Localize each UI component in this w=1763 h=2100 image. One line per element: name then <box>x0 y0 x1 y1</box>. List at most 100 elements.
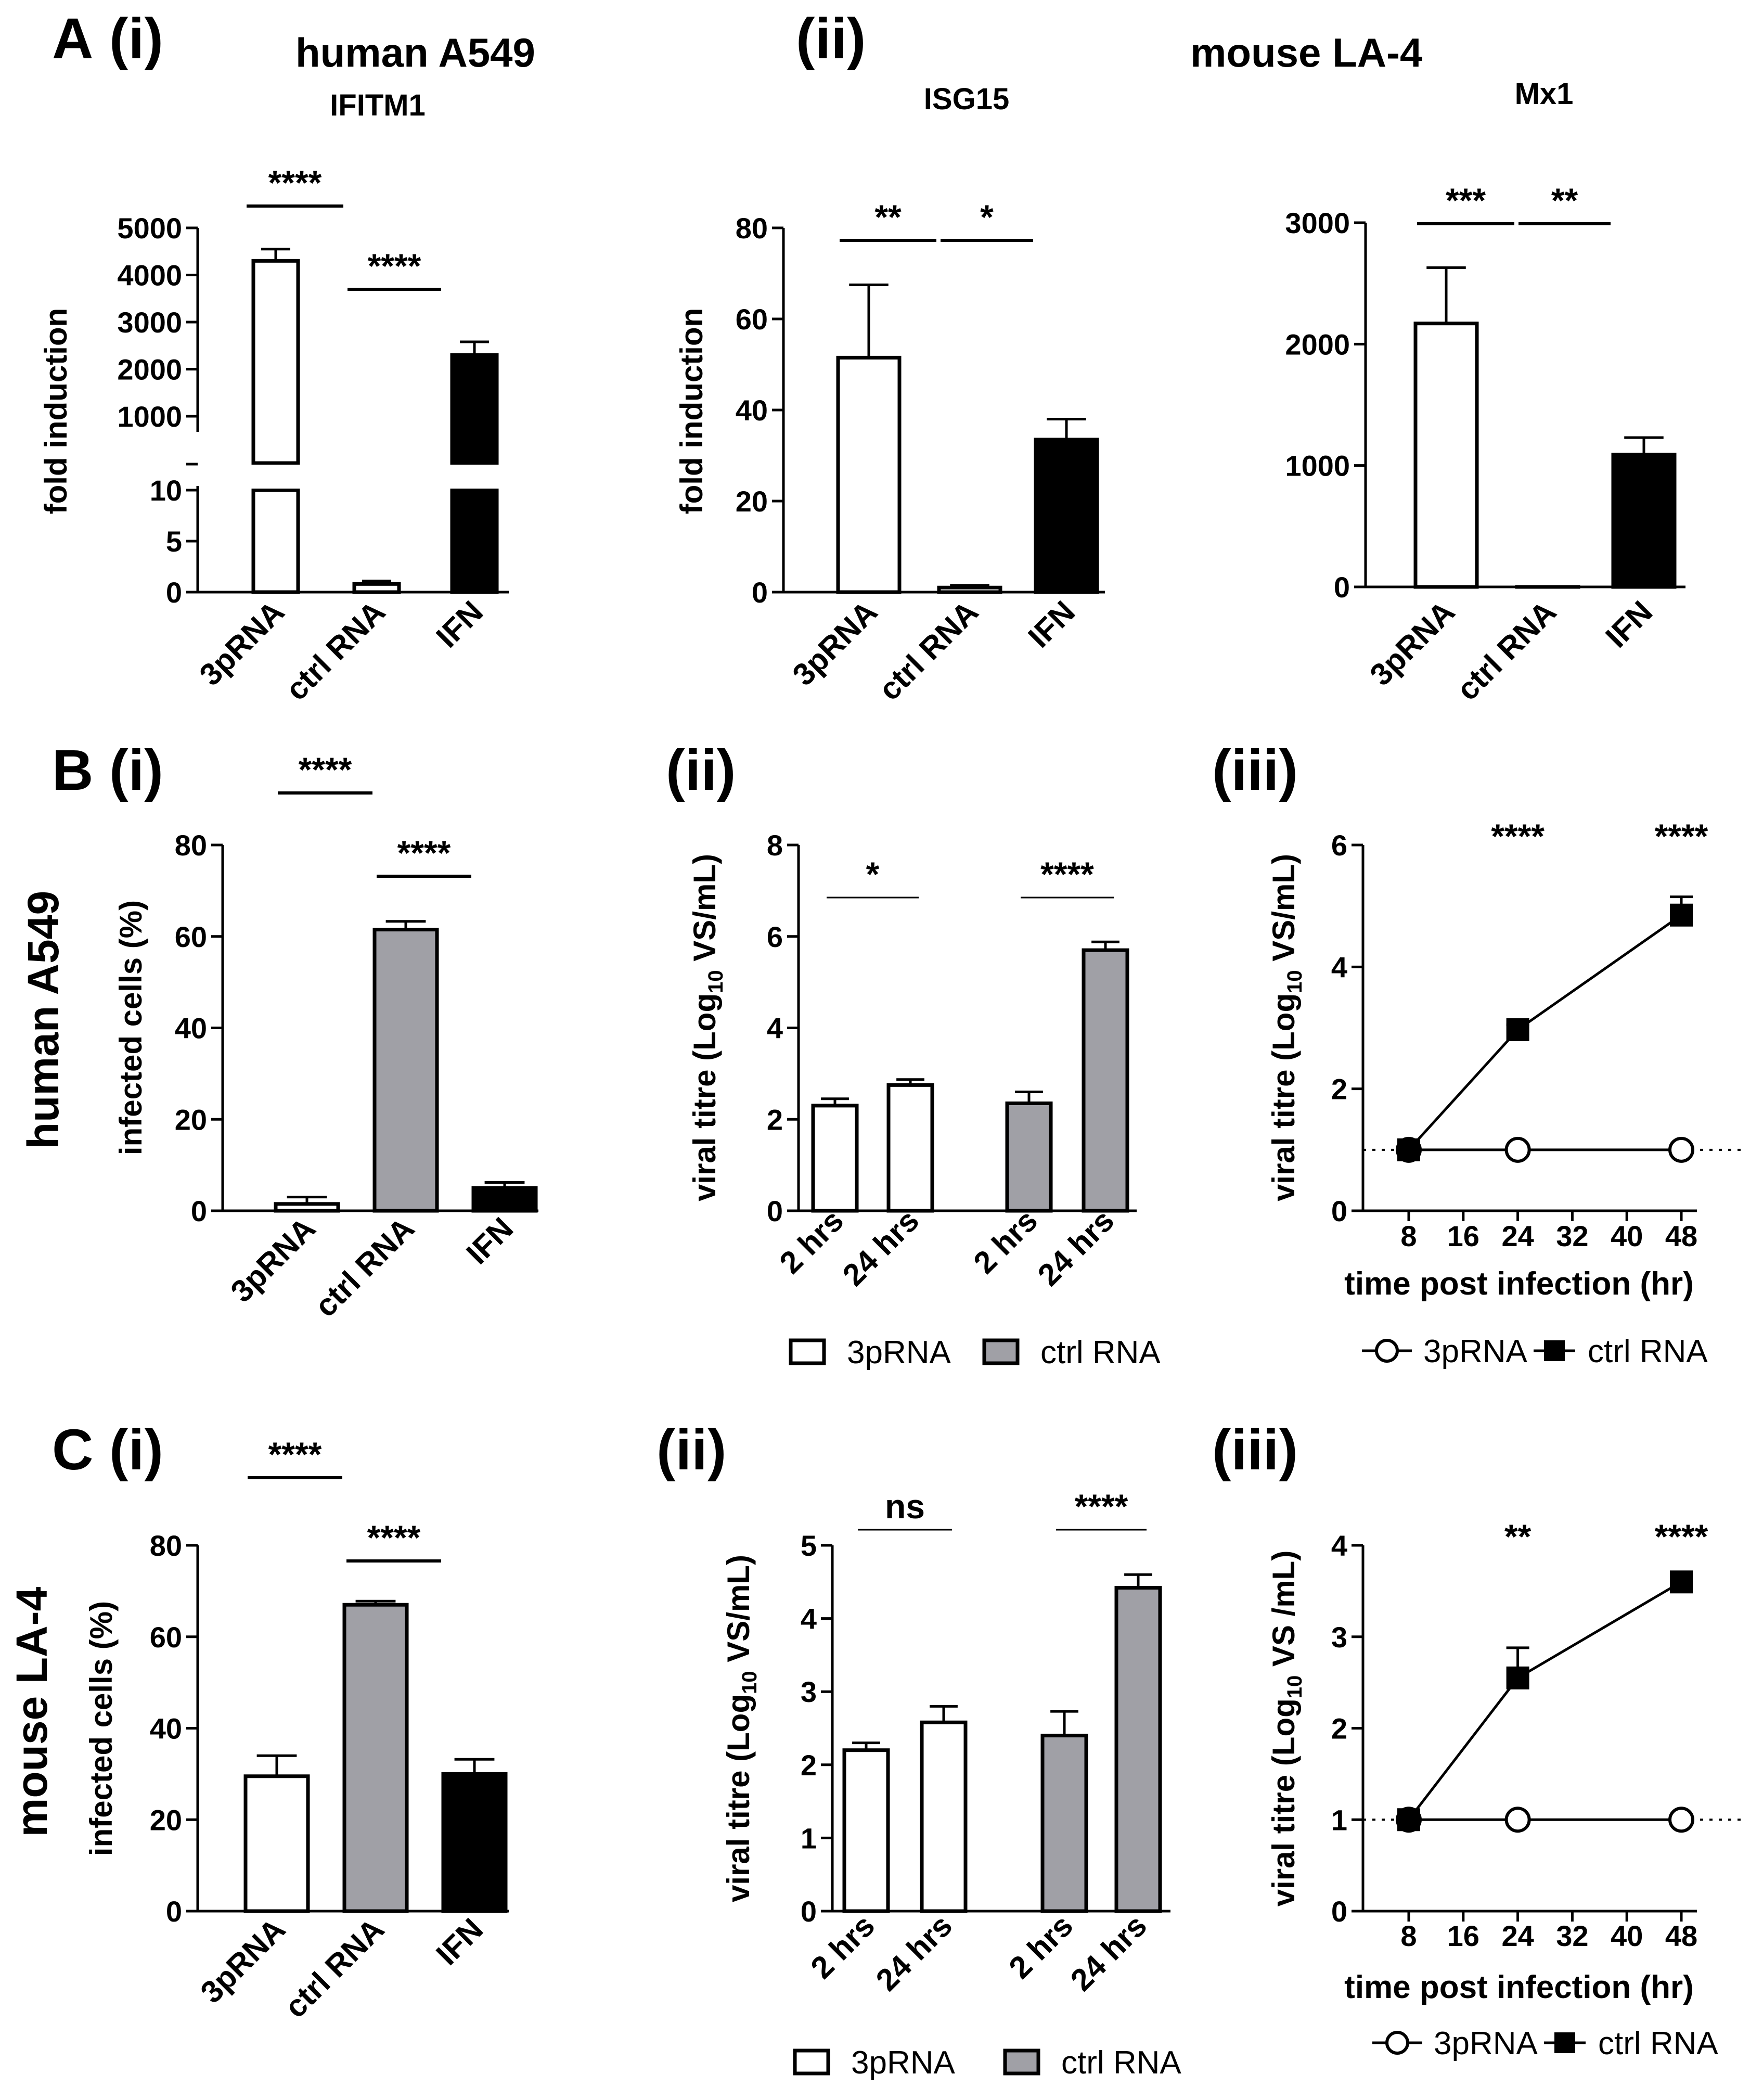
b3-significance-label: **** <box>1655 817 1708 855</box>
a1-axis-break-gap <box>250 465 301 489</box>
c1-y-tick-label: 40 <box>150 1712 182 1745</box>
panel-c-ii-label: (ii) <box>657 1418 726 1482</box>
c3-x-tick-label: 16 <box>1447 1919 1479 1952</box>
a3-bar <box>1611 453 1677 589</box>
a3-y-tick-label: 3000 <box>1285 207 1350 239</box>
panel-c-iii-label: (iii) <box>1212 1418 1298 1482</box>
b3-significance-label: **** <box>1491 817 1545 855</box>
panel-b-ii-label: (ii) <box>666 738 736 802</box>
c3-x-tick-label: 24 <box>1501 1919 1534 1952</box>
b3-y-tick-label: 6 <box>1331 829 1347 862</box>
c2-bar <box>920 1720 968 1913</box>
c1-significance-label: **** <box>367 1518 421 1557</box>
b3-point-3prna <box>1668 1136 1694 1163</box>
b3-legend-label: ctrl RNA <box>1588 1334 1708 1369</box>
a1-y-tick-label: 0 <box>166 576 182 609</box>
a2-bar <box>1034 438 1099 594</box>
c3-y-tick-label: 0 <box>1331 1895 1347 1928</box>
c3-legend-label: 3pRNA <box>1434 2026 1538 2061</box>
b2-bar <box>1005 1101 1053 1213</box>
b3-x-tick-label: 16 <box>1447 1220 1479 1252</box>
a1-y-tick-label: 5 <box>166 525 182 558</box>
b1-bar <box>471 1186 538 1213</box>
c1-category-label: 3pRNA <box>194 1912 292 2010</box>
c2-significance-label: **** <box>1075 1487 1128 1526</box>
b2-y-label: viral titre (Log10 VS/mL) <box>687 854 727 1201</box>
b2-y-tick-label: 2 <box>767 1103 783 1136</box>
c2-category-label: 24 hrs <box>869 1908 959 1997</box>
c2-category-label: 24 hrs <box>1064 1908 1153 1997</box>
b3-y-tick-label: 0 <box>1331 1195 1347 1227</box>
a1-bar-upper <box>450 353 499 465</box>
c3-significance-label: **** <box>1655 1517 1708 1556</box>
c3-x-tick-label: 48 <box>1665 1919 1697 1952</box>
a1-title: IFITM1 <box>330 88 426 122</box>
a1-bar-lower <box>450 488 499 594</box>
a2-category-label: ctrl RNA <box>872 594 985 707</box>
c2-legend-label: ctrl RNA <box>1061 2045 1181 2081</box>
b3-x-tick-label: 8 <box>1400 1220 1417 1252</box>
a1-bar-upper <box>251 259 300 465</box>
a3-y-tick-label: 0 <box>1334 571 1350 604</box>
b1-significance-label: **** <box>397 834 451 872</box>
c1-bar <box>243 1774 310 1913</box>
b2-significance-label: * <box>866 855 880 893</box>
c2-y-tick-label: 5 <box>801 1529 817 1562</box>
a2-significance-label: ** <box>874 198 902 236</box>
c3-legend-marker-ctrl <box>1554 2032 1575 2053</box>
b1-y-tick-label: 60 <box>175 920 207 953</box>
a3-category-label: IFN <box>1599 594 1659 655</box>
b3-x-tick-label: 32 <box>1556 1220 1588 1252</box>
b2-category-label: 24 hrs <box>1031 1203 1121 1292</box>
a1-y-label: fold induction <box>38 308 73 515</box>
c1-category-label: IFN <box>429 1912 490 1972</box>
b3-legend-marker-ctrl <box>1544 1340 1565 1361</box>
a2-significance-label: * <box>980 198 994 236</box>
b3-y-tick-label: 4 <box>1331 951 1347 983</box>
c3-point-overlap <box>1396 1807 1421 1833</box>
c2-bar <box>1040 1734 1088 1913</box>
panel-c-i-label: (i) <box>109 1418 163 1482</box>
b1-y-tick-label: 20 <box>175 1103 207 1136</box>
b3-point-overlap <box>1396 1137 1421 1162</box>
panel-b-i-label: (i) <box>109 738 163 802</box>
human-a549-header: human A549 <box>295 30 535 75</box>
b2-legend-label: 3pRNA <box>847 1335 951 1371</box>
c3-x-tick-label: 32 <box>1556 1919 1588 1952</box>
c3-x-label: time post infection (hr) <box>1344 1969 1694 2005</box>
a1-significance-label: **** <box>368 247 421 285</box>
b3-x-tick-label: 48 <box>1665 1220 1697 1252</box>
panel-b-iii-label: (iii) <box>1212 738 1298 802</box>
c1-y-tick-label: 80 <box>150 1529 182 1562</box>
a2-bar <box>836 355 902 594</box>
b1-significance-label: **** <box>299 750 352 789</box>
a1-bar-lower <box>251 488 300 594</box>
c2-y-tick-label: 3 <box>801 1675 817 1708</box>
a3-title: Mx1 <box>1515 77 1574 111</box>
a3-y-tick-label: 1000 <box>1285 450 1350 482</box>
c2-legend-swatch <box>793 2048 830 2076</box>
a1-y-tick-label: 2000 <box>117 353 182 386</box>
b2-legend-swatch <box>789 1338 826 1365</box>
c1-significance-label: **** <box>268 1435 322 1474</box>
a3-y-tick-label: 2000 <box>1285 328 1350 361</box>
b2-legend-swatch <box>982 1338 1020 1365</box>
c3-legend-marker-3prna <box>1385 2031 1409 2055</box>
a2-y-label: fold induction <box>674 308 709 515</box>
panel-c-label: C <box>52 1418 93 1482</box>
panel-a-ii-label: (ii) <box>796 7 866 71</box>
b3-series-line <box>1408 914 1682 1151</box>
c2-y-tick-label: 4 <box>801 1603 817 1635</box>
b3-point-3prna <box>1504 1136 1531 1163</box>
a1-y-tick-label: 1000 <box>117 400 182 433</box>
chart-a1-ifitm1: IFITM1 0 5 10 1000 2000 3000 4000 5000 fold induc… <box>38 88 509 707</box>
a2-y-tick-label: 60 <box>736 303 768 336</box>
c3-point-3prna <box>1504 1807 1531 1833</box>
a1-y-tick-label: 10 <box>150 474 182 507</box>
b2-significance-label: **** <box>1040 855 1094 893</box>
